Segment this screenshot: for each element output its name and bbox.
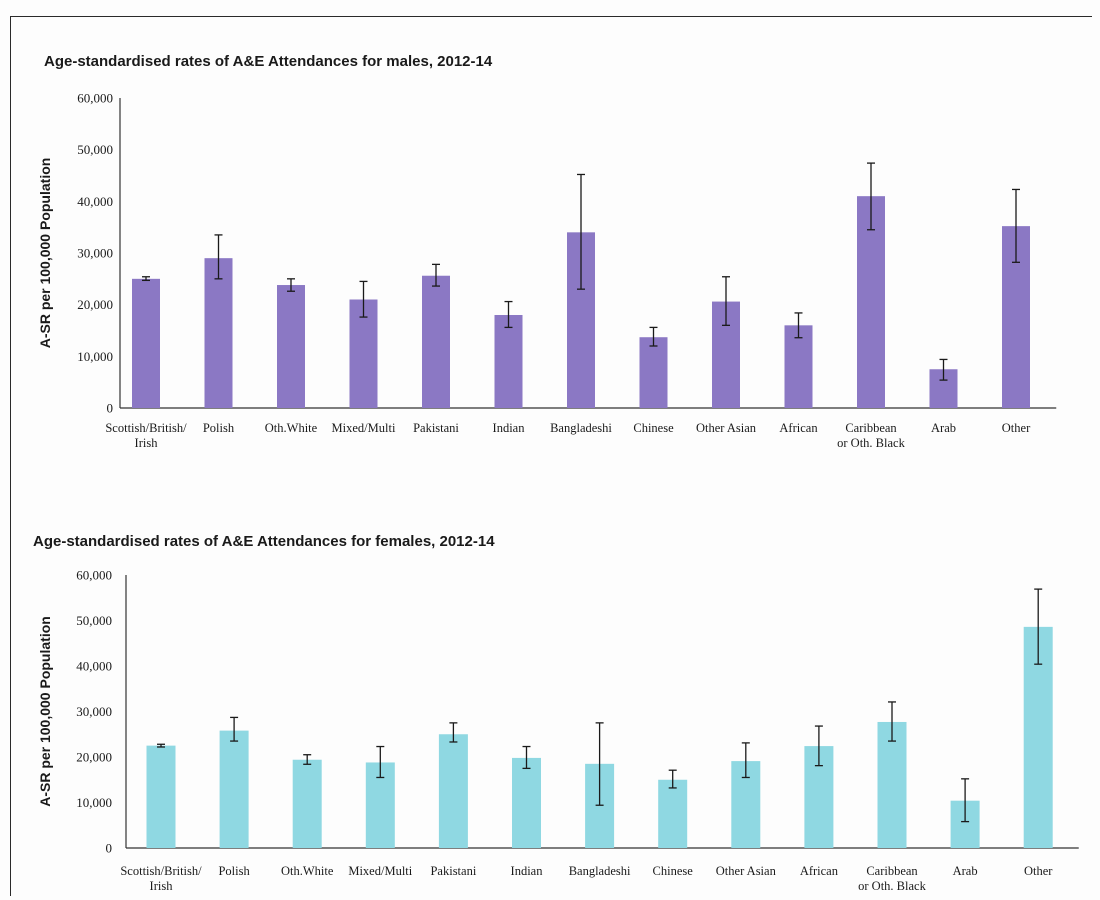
x-tick-label: Indian <box>511 864 544 878</box>
error-bar <box>668 769 677 789</box>
x-tick-label: Mixed/Multi <box>332 421 396 435</box>
x-tick-label: Pakistani <box>430 864 476 878</box>
error-bar <box>303 754 312 765</box>
bar <box>422 275 450 408</box>
x-tick-label: Polish <box>218 864 250 878</box>
y-axis-label: A-SR per 100,000 Population <box>37 158 53 349</box>
chart-title: Age-standardised rates of A&E Attendance… <box>33 533 495 550</box>
error-bar <box>1034 588 1043 665</box>
error-bar <box>157 743 165 748</box>
error-bar <box>939 358 948 381</box>
error-bar <box>649 326 658 347</box>
error-bar <box>214 234 223 280</box>
bar <box>512 757 541 848</box>
error-bar <box>595 722 604 806</box>
bar <box>277 285 305 408</box>
x-tick-label: Caribbean or Oth. Black <box>858 864 926 893</box>
y-tick-label: 30,000 <box>77 246 113 261</box>
females-chart: Age-standardised rates of A&E Attendance… <box>33 533 1079 893</box>
y-axis-label: A-SR per 100,000 Population <box>37 616 53 807</box>
error-bar <box>142 276 150 282</box>
x-tick-label: Arab <box>953 864 978 878</box>
error-bar <box>504 300 513 329</box>
x-tick-label: African <box>800 864 839 878</box>
y-tick-label: 20,000 <box>76 750 112 765</box>
y-tick-label: 10,000 <box>76 795 112 810</box>
y-tick-label: 60,000 <box>76 568 112 583</box>
error-bar <box>867 162 875 231</box>
x-tick-label: Oth.White <box>265 421 318 435</box>
error-bar <box>287 278 295 292</box>
x-tick-label: Other <box>1002 421 1031 435</box>
x-tick-label: Chinese <box>633 421 674 435</box>
y-tick-label: 50,000 <box>76 613 112 628</box>
error-bar <box>230 716 239 742</box>
chart-title: Age-standardised rates of A&E Attendance… <box>44 53 493 70</box>
error-bar <box>577 173 585 290</box>
x-tick-label: Scottish/British/Irish <box>120 864 202 893</box>
x-tick-label: Polish <box>203 421 235 435</box>
x-tick-label: Mixed/Multi <box>348 864 412 878</box>
x-tick-label: Arab <box>931 421 956 435</box>
x-tick-label: African <box>779 421 818 435</box>
bar <box>292 759 322 848</box>
x-tick-label: Chinese <box>653 864 694 878</box>
error-bar <box>888 701 896 742</box>
x-tick-label: Bangladeshi <box>550 421 612 435</box>
error-bar <box>722 276 730 326</box>
error-bar <box>359 280 368 318</box>
y-tick-label: 0 <box>107 401 114 416</box>
x-tick-label: Other Asian <box>716 864 777 878</box>
error-bar <box>432 263 440 287</box>
error-bar <box>449 722 458 743</box>
x-tick-label: Pakistani <box>413 421 459 435</box>
x-tick-label: Scottish/British/Irish <box>105 421 187 450</box>
bar <box>658 779 688 848</box>
males-chart: Age-standardised rates of A&E Attendance… <box>37 53 1057 450</box>
bar <box>204 258 233 408</box>
report-frame <box>10 16 1092 896</box>
x-tick-label: Indian <box>493 421 526 435</box>
bar <box>146 745 176 848</box>
y-tick-label: 10,000 <box>77 349 113 364</box>
y-tick-label: 0 <box>106 841 113 856</box>
bar <box>494 315 523 408</box>
y-tick-label: 40,000 <box>76 659 112 674</box>
x-tick-label: Bangladeshi <box>569 864 631 878</box>
bar <box>877 721 907 848</box>
y-tick-label: 50,000 <box>77 142 113 157</box>
y-tick-label: 20,000 <box>77 297 113 312</box>
error-bar <box>961 778 970 823</box>
bar <box>639 337 668 408</box>
error-bar <box>741 742 750 779</box>
error-bar <box>794 312 803 339</box>
bar <box>784 325 813 408</box>
y-tick-label: 40,000 <box>77 194 113 209</box>
x-tick-label: Other Asian <box>696 421 757 435</box>
x-tick-label: Caribbean or Oth. Black <box>837 421 905 450</box>
error-bar <box>814 725 823 767</box>
error-bar <box>376 745 385 779</box>
bar <box>219 730 249 848</box>
error-bar <box>1012 188 1020 263</box>
bar <box>438 734 468 848</box>
bar <box>857 196 885 408</box>
x-tick-label: Other <box>1024 864 1053 878</box>
y-tick-label: 30,000 <box>76 704 112 719</box>
x-tick-label: Oth.White <box>281 864 334 878</box>
y-tick-label: 60,000 <box>77 91 113 106</box>
error-bar <box>522 745 531 770</box>
bar <box>132 278 160 408</box>
